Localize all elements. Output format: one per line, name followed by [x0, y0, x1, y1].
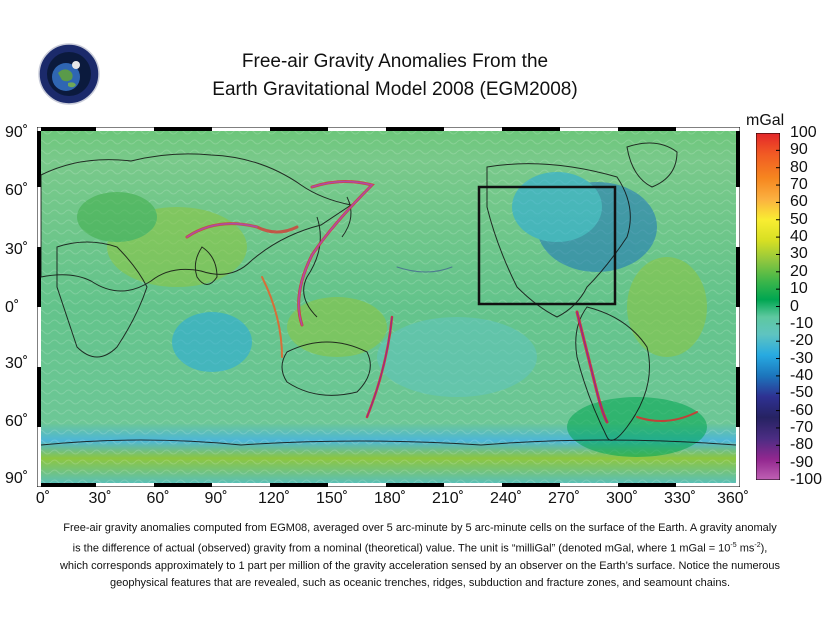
- lon-label-30: 30˚: [88, 490, 112, 507]
- lon-label-180: 180˚: [373, 490, 407, 507]
- caption-exponent-2: -2: [754, 542, 761, 549]
- colorbar-tick-label: -100: [790, 471, 823, 488]
- caption-line-2-text: is the difference of actual (observed) g…: [72, 542, 731, 555]
- colorbar-tick-label: 50: [790, 210, 808, 228]
- lon-label-120: 120˚: [257, 490, 291, 507]
- title-line-1: Free-air Gravity Anomalies From the: [241, 51, 549, 72]
- colorbar-tick-label: 30: [790, 245, 808, 263]
- gravity-anomaly-map: [37, 127, 740, 487]
- lon-label-330: 330˚: [663, 490, 697, 507]
- lat-label-60n: 60˚: [5, 182, 29, 199]
- lon-label-60: 60˚: [146, 490, 170, 507]
- colorbar-tick-label: 60: [790, 193, 808, 211]
- colorbar-tick-label: -80: [790, 436, 814, 454]
- colorbar-tick-label: -20: [790, 332, 814, 350]
- lon-label-0: 0˚: [35, 490, 51, 507]
- caption-line-2-end: ),: [760, 542, 768, 555]
- caption-line-4: geophysical features that are revealed, …: [109, 576, 731, 589]
- colorbar-tick-label: 0: [790, 297, 799, 315]
- colorbar-tick-label: -60: [790, 401, 814, 419]
- colorbar-tick-label: 90: [790, 141, 808, 159]
- colorbar-tick-label: -50: [790, 384, 814, 402]
- lon-label-150: 150˚: [315, 490, 349, 507]
- colorbar-tick-label: -40: [790, 366, 814, 384]
- colorbar-tick-label: 100: [790, 124, 817, 141]
- caption-line-1: Free-air gravity anomalies computed from…: [63, 522, 777, 534]
- map-border-ticks: [37, 127, 740, 487]
- lat-label-60s: 60˚: [5, 413, 29, 430]
- colorbar-tick-label: -90: [790, 453, 814, 471]
- caption-line-2: is the difference of actual (observed) g…: [40, 537, 800, 558]
- colorbar-tick-label: 80: [790, 158, 808, 176]
- colorbar-tick-label: 40: [790, 228, 808, 246]
- lon-label-90: 90˚: [204, 490, 228, 507]
- colorbar-tick-label: 10: [790, 280, 808, 298]
- lat-label-30n: 30˚: [5, 241, 29, 258]
- lon-label-210: 210˚: [431, 490, 465, 507]
- lat-label-90n: 90˚: [5, 124, 29, 141]
- colorbar-tick-label: -30: [790, 349, 814, 367]
- colorbar-tick-label: -10: [790, 314, 814, 332]
- caption-exponent-1: -5: [730, 542, 737, 549]
- colorbar-tick-label: 70: [790, 176, 808, 194]
- lat-label-90s: 90˚: [5, 470, 29, 487]
- lon-label-240: 240˚: [489, 490, 523, 507]
- logo-seal-icon: [38, 43, 100, 105]
- title-line-2: Earth Gravitational Model 2008 (EGM2008): [212, 79, 578, 100]
- colorbar-tick-label: -70: [790, 418, 814, 436]
- colorbar: [755, 132, 781, 481]
- lon-label-360: 360˚: [716, 490, 750, 507]
- lat-label-30s: 30˚: [5, 355, 29, 372]
- colorbar-unit-label: mGal: [746, 112, 785, 129]
- lon-label-270: 270˚: [547, 490, 581, 507]
- lat-label-0: 0˚: [5, 299, 20, 316]
- caption-line-3: which corresponds approximately to 1 par…: [59, 559, 781, 572]
- caption-line-2-unit: ms: [736, 542, 755, 555]
- colorbar-tick-label: 20: [790, 262, 808, 280]
- lon-label-300: 300˚: [605, 490, 639, 507]
- figure-caption: Free-air gravity anomalies computed from…: [40, 520, 800, 592]
- highlight-region-box: [477, 185, 617, 306]
